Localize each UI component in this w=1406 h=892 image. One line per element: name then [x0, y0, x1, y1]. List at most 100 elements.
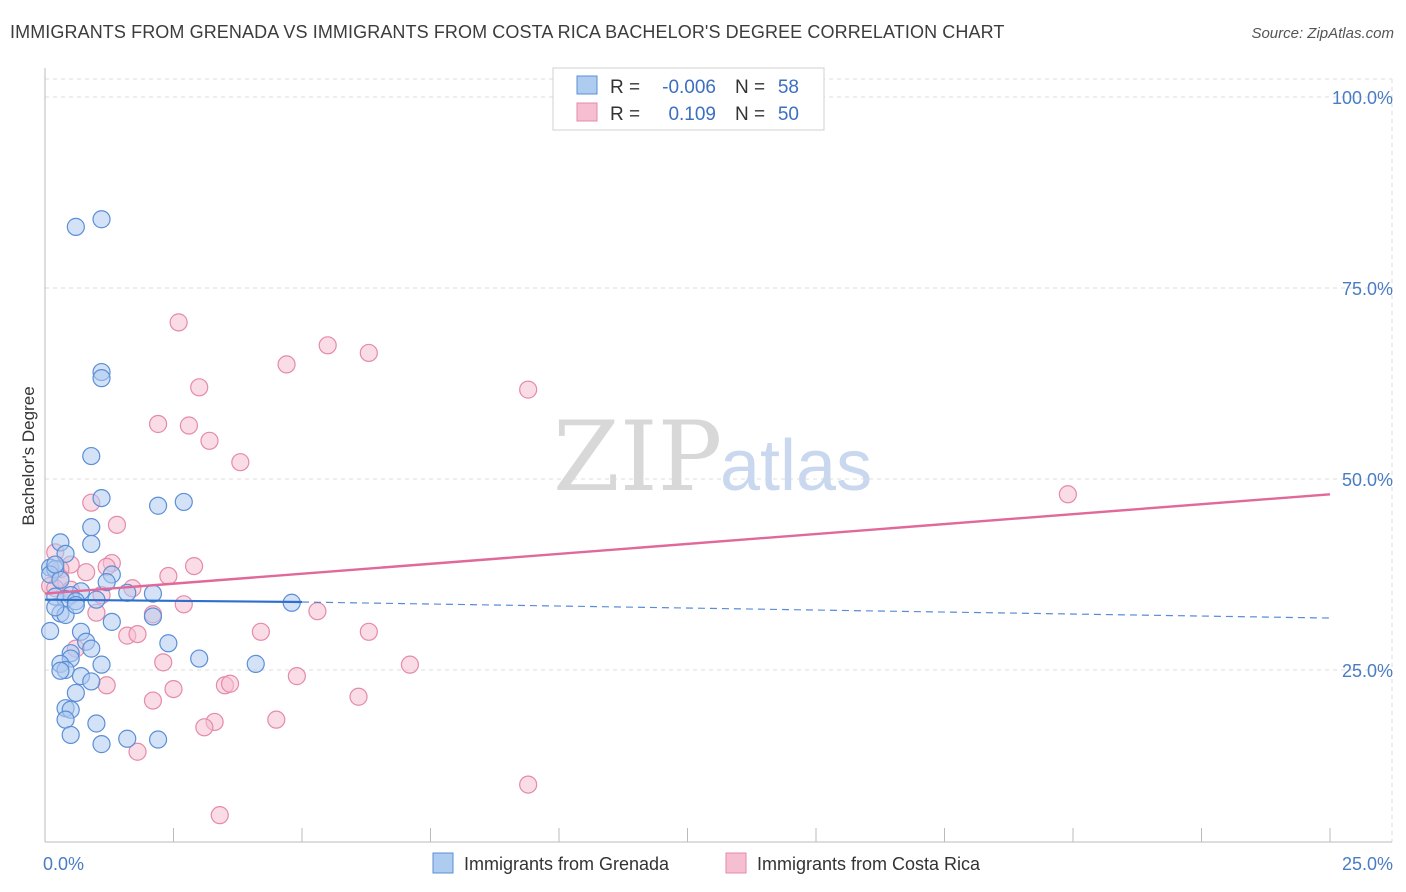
- grenada-point-47: [56, 710, 75, 729]
- grenada-point-7: [92, 489, 111, 508]
- axes: [44, 68, 1392, 843]
- grenada-point-3: [92, 369, 111, 388]
- costa-rica-point-1: [318, 336, 337, 355]
- costa-rica-point-42: [164, 679, 183, 699]
- costa-rica-point-12: [107, 515, 127, 534]
- costa-rica-point-39: [97, 676, 116, 695]
- grenada-point-1: [92, 210, 111, 229]
- costa-rica-point-48: [128, 742, 147, 761]
- grenada-point-9: [82, 534, 101, 554]
- costa-rica-point-47: [195, 718, 214, 737]
- grenada-point-49: [61, 725, 80, 745]
- x-tick-label-max: 25.0%: [1342, 854, 1393, 874]
- legend-r-label-grenada: R =: [610, 77, 640, 98]
- watermark-atlas: atlas: [720, 426, 872, 506]
- costa-rica-point-29: [308, 602, 327, 621]
- gridlines: [45, 78, 1393, 842]
- costa-rica-point-32: [359, 622, 378, 641]
- bottom-legend: Immigrants from Grenada Immigrants from …: [432, 852, 981, 874]
- costa-rica-point-44: [143, 691, 163, 710]
- grenada-point-4: [82, 446, 101, 466]
- costa-rica-point-31: [251, 622, 270, 641]
- bottom-legend-label-costa-rica: Immigrants from Costa Rica: [757, 854, 981, 874]
- costa-rica-point-7: [179, 416, 199, 435]
- bottom-legend-label-grenada: Immigrants from Grenada: [464, 854, 670, 874]
- y-tick-label-25: 25.0%: [1342, 661, 1393, 681]
- grenada-point-53: [46, 598, 65, 617]
- grenada-point-8: [82, 518, 101, 537]
- y-tick-labels: 25.0% 50.0% 75.0% 100.0%: [1332, 88, 1393, 681]
- costa-rica-point-45: [267, 710, 286, 729]
- grenada-point-26: [41, 621, 60, 641]
- bottom-legend-swatch-costa-rica: [725, 852, 747, 874]
- series-grenada: [41, 210, 301, 754]
- trend-lines: [44, 493, 1331, 619]
- legend-r-label-costa-rica: R =: [610, 104, 640, 125]
- costa-rica-point-49: [519, 775, 538, 794]
- legend-n-value-costa-rica: 50: [778, 104, 799, 125]
- costa-rica-point-36: [154, 653, 173, 672]
- grenada-point-51: [148, 730, 168, 749]
- grenada-point-27: [102, 612, 121, 631]
- costa-rica-point-41: [220, 674, 240, 693]
- costa-rica-point-9: [231, 453, 250, 472]
- bottom-legend-swatch-grenada: [432, 852, 454, 874]
- legend-box: [552, 67, 825, 131]
- costa-rica-point-50: [210, 806, 229, 825]
- costa-rica-point-6: [148, 414, 168, 434]
- costa-rica-point-34: [128, 624, 147, 644]
- costa-rica-point-4: [190, 378, 209, 397]
- trend-line-grenada: [44, 598, 303, 604]
- grenada-point-36: [190, 649, 209, 668]
- chart-title: IMMIGRANTS FROM GRENADA VS IMMIGRANTS FR…: [10, 22, 1005, 42]
- y-tick-label-50: 50.0%: [1342, 470, 1393, 490]
- grenada-point-5: [174, 492, 193, 512]
- watermark-zip: ZIP: [553, 401, 722, 513]
- x-tick-labels: 0.0% 25.0%: [43, 854, 1393, 874]
- costa-rica-point-20: [77, 563, 96, 582]
- grenada-point-41: [51, 661, 70, 680]
- costa-rica-point-27: [174, 595, 193, 614]
- y-tick-label-100: 100.0%: [1332, 88, 1393, 108]
- costa-rica-point-19: [159, 566, 178, 586]
- grenada-point-37: [246, 654, 265, 673]
- y-axis-label: Bachelor's Degree: [19, 386, 38, 525]
- source-label: Source: ZipAtlas.com: [1251, 25, 1394, 42]
- costa-rica-point-3: [277, 355, 296, 374]
- legend-n-label-costa-rica: N =: [735, 104, 765, 125]
- costa-rica-point-2: [359, 343, 378, 363]
- legend-swatch-grenada: [576, 75, 598, 95]
- grenada-point-50: [118, 729, 137, 748]
- grenada-point-52: [92, 735, 111, 754]
- costa-rica-point-0: [169, 313, 188, 332]
- costa-rica-point-18: [184, 556, 204, 576]
- legend-r-value-costa-rica: 0.109: [668, 104, 716, 125]
- costa-rica-point-8: [200, 431, 219, 450]
- y-tick-label-75: 75.0%: [1342, 279, 1393, 299]
- costa-rica-point-43: [349, 687, 368, 706]
- grenada-point-57: [46, 555, 65, 574]
- legend: R = -0.006 N = 58 R = 0.109 N = 50: [552, 67, 825, 131]
- grenada-point-43: [82, 672, 101, 691]
- legend-r-value-grenada: -0.006: [662, 77, 716, 98]
- x-tick-label-min: 0.0%: [43, 854, 84, 874]
- grenada-point-0: [66, 217, 85, 236]
- costa-rica-point-5: [519, 380, 538, 399]
- grenada-point-6: [148, 496, 168, 515]
- grenada-point-32: [159, 634, 178, 653]
- costa-rica-point-10: [1058, 485, 1077, 504]
- trend-line-costa-rica: [44, 493, 1331, 595]
- watermark: ZIP atlas: [553, 401, 872, 513]
- costa-rica-point-38: [287, 667, 306, 686]
- grenada-point-40: [92, 655, 111, 674]
- grenada-point-44: [66, 683, 85, 703]
- costa-rica-point-37: [400, 655, 420, 674]
- legend-n-value-grenada: 58: [778, 77, 799, 98]
- legend-n-label-grenada: N =: [735, 77, 765, 98]
- grenada-point-55: [51, 570, 70, 589]
- grenada-point-16: [97, 573, 116, 592]
- series-costa-rica: [41, 313, 1077, 825]
- legend-swatch-costa-rica: [576, 102, 598, 122]
- grenada-point-33: [82, 639, 101, 658]
